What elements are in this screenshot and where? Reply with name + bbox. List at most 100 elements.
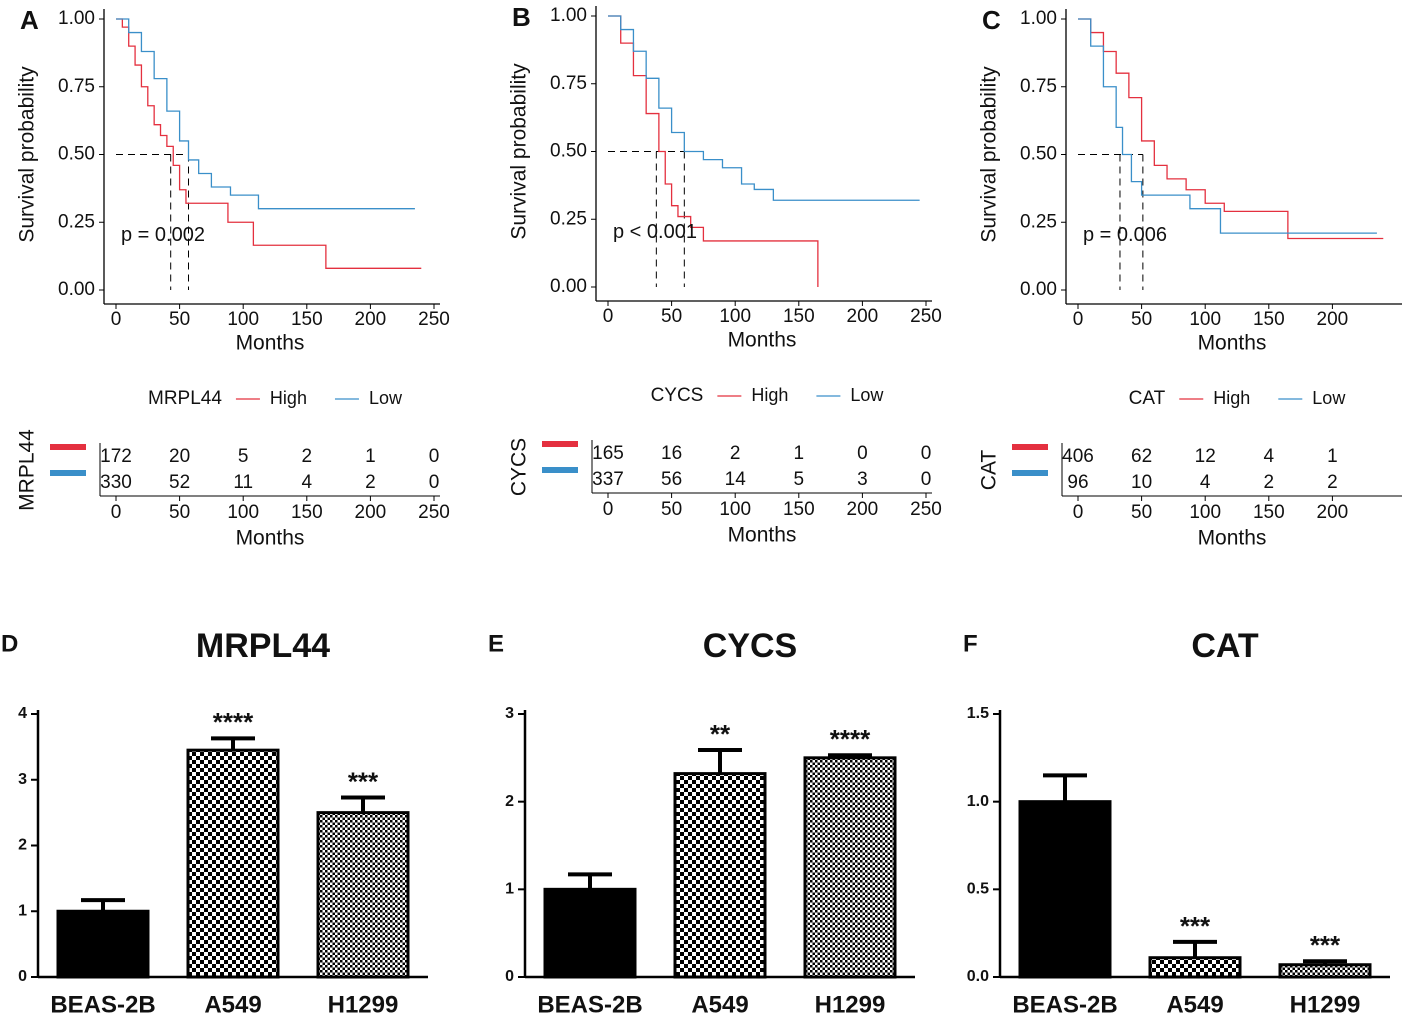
bar	[56, 909, 150, 979]
risk-x-tick-label: 100	[227, 502, 259, 523]
x-tick-label: H1299	[328, 991, 399, 1018]
significance: ***	[1310, 930, 1341, 960]
x-tick-label: 150	[1253, 309, 1285, 330]
panel-label: D	[1, 630, 18, 657]
risk-table-label: MRPL44	[16, 429, 39, 511]
y-tick-label: 0.00	[1020, 279, 1057, 300]
bar	[1278, 963, 1372, 979]
risk-count: 14	[725, 469, 747, 490]
y-tick-label: 1.00	[58, 8, 95, 29]
risk-count: 2	[1264, 472, 1275, 493]
risk-count: 330	[100, 472, 132, 493]
y-axis-label: Survival probability	[16, 66, 39, 243]
y-axis-label: Survival probability	[508, 63, 531, 240]
x-axis-label: Months	[728, 329, 797, 352]
risk-table-label: CAT	[978, 450, 1001, 491]
risk-x-tick-label: 150	[783, 499, 815, 520]
risk-count: 1	[1327, 446, 1338, 467]
panel-label: A	[20, 5, 39, 35]
x-axis-label: Months	[1198, 332, 1267, 355]
x-tick-label: A549	[691, 991, 748, 1018]
risk-x-tick-label: 50	[169, 502, 190, 523]
y-tick-label: 1.5	[967, 705, 989, 722]
y-tick-label: 0.25	[58, 211, 95, 232]
legend: MRPL44 High Low	[148, 388, 403, 409]
x-tick-label: 0	[603, 306, 614, 327]
risk-x-tick-label: 200	[1317, 502, 1349, 523]
legend-title: CAT	[1129, 388, 1166, 409]
y-tick-label: 1.0	[967, 793, 989, 810]
y-tick-label: 0.75	[550, 73, 587, 94]
x-tick-label: 150	[783, 306, 815, 327]
panel-label: C	[982, 5, 1001, 35]
x-tick-label: H1299	[1290, 991, 1361, 1018]
panel-label: B	[512, 2, 531, 32]
risk-x-tick-label: 100	[719, 499, 751, 520]
survival-curve	[608, 15, 819, 287]
y-tick-label: 0	[505, 968, 514, 985]
risk-count: 5	[238, 446, 249, 467]
x-tick-label: 100	[227, 309, 259, 330]
bar	[673, 772, 767, 979]
p-value: p = 0.006	[1083, 224, 1167, 246]
risk-x-tick-label: 200	[847, 499, 879, 520]
legend-label: High	[751, 385, 788, 405]
risk-count: 96	[1067, 472, 1088, 493]
x-tick-label: 100	[719, 306, 751, 327]
risk-x-tick-label: 0	[603, 499, 614, 520]
x-tick-label: BEAS-2B	[50, 991, 155, 1018]
risk-count: 1	[365, 446, 376, 467]
risk-x-tick-label: 200	[355, 502, 387, 523]
legend-label: Low	[850, 385, 884, 405]
risk-count: 2	[730, 443, 741, 464]
risk-count: 0	[921, 469, 932, 490]
risk-x-tick-label: 250	[418, 502, 450, 523]
chart-title: CYCS	[703, 627, 797, 665]
p-value: p < 0.001	[613, 221, 697, 243]
bar	[1018, 800, 1112, 979]
x-tick-label: 0	[111, 309, 122, 330]
y-axis-label: Survival probability	[978, 66, 1001, 243]
y-tick-label: 1	[505, 881, 514, 898]
y-tick-label: 0.50	[550, 141, 587, 162]
risk-x-tick-label: 150	[1253, 502, 1285, 523]
legend: CAT High Low	[1129, 388, 1347, 409]
risk-count: 2	[302, 446, 313, 467]
y-tick-label: 1	[18, 902, 27, 919]
risk-x-tick-label: 100	[1189, 502, 1221, 523]
risk-count: 0	[429, 472, 440, 493]
risk-count: 52	[169, 472, 190, 493]
y-tick-label: 0.25	[1020, 211, 1057, 232]
panel-label: E	[488, 630, 504, 657]
bar	[186, 748, 280, 979]
risk-x-tick-label: 150	[291, 502, 323, 523]
risk-x-tick-label: 0	[1073, 502, 1084, 523]
y-tick-label: 2	[18, 837, 27, 854]
risk-count: 165	[592, 443, 624, 464]
bar	[803, 756, 897, 979]
x-tick-label: H1299	[815, 991, 886, 1018]
risk-count: 0	[921, 443, 932, 464]
legend-label: Low	[1312, 388, 1346, 408]
risk-count: 0	[429, 446, 440, 467]
risk-count: 62	[1131, 446, 1152, 467]
x-tick-label: 200	[847, 306, 879, 327]
y-tick-label: 4	[18, 705, 27, 722]
significance: ***	[1180, 911, 1211, 941]
risk-count: 4	[1264, 446, 1275, 467]
risk-x-axis-label: Months	[728, 524, 797, 547]
risk-count: 10	[1131, 472, 1152, 493]
risk-count: 20	[169, 446, 190, 467]
y-tick-label: 0.0	[967, 968, 989, 985]
risk-count: 56	[661, 469, 682, 490]
y-tick-label: 3	[18, 771, 27, 788]
risk-table-label: CYCS	[508, 438, 531, 496]
bar	[316, 811, 410, 979]
x-tick-label: 150	[291, 309, 323, 330]
y-tick-label: 0.50	[1020, 144, 1057, 165]
risk-count: 3	[857, 469, 868, 490]
legend-title: MRPL44	[148, 388, 222, 409]
risk-count: 2	[365, 472, 376, 493]
x-tick-label: 100	[1189, 309, 1221, 330]
